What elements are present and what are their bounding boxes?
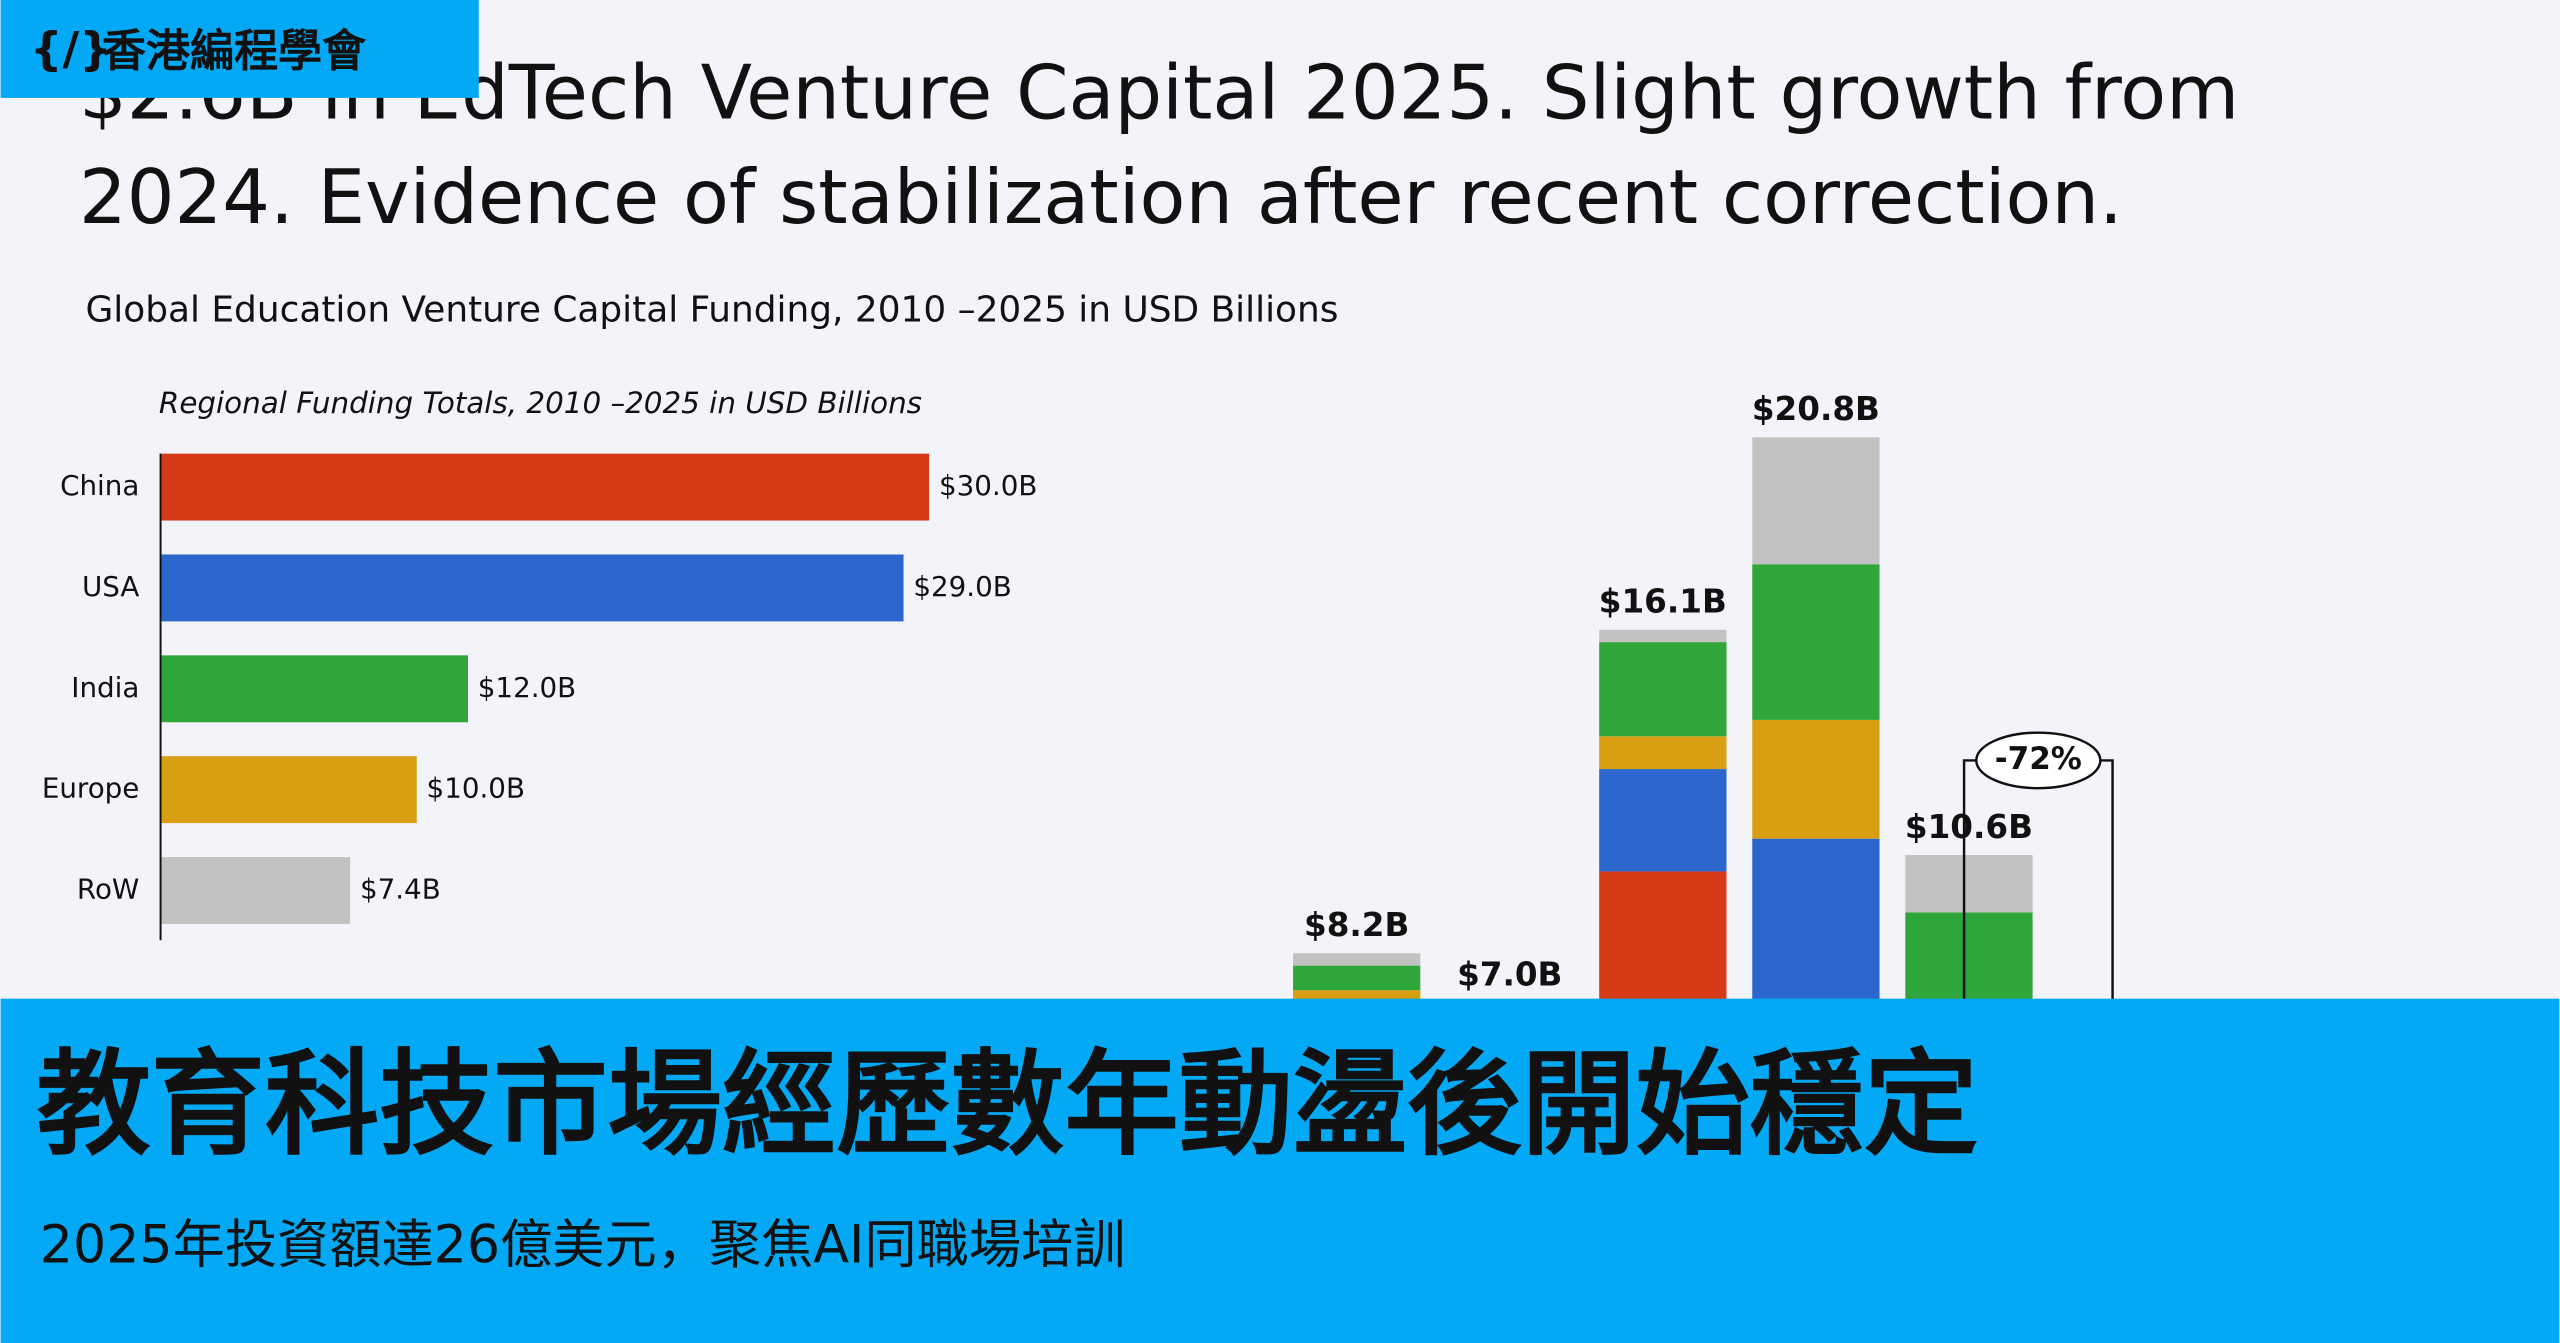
total-label: $7.0B <box>1457 955 1562 993</box>
value-label: $29.0B <box>913 570 1011 603</box>
bar-segment <box>1599 642 1727 737</box>
annotation: -72% <box>1995 741 2082 777</box>
bar-segment <box>1599 769 1727 872</box>
bar <box>160 857 351 924</box>
y-tick-label: China <box>60 469 139 502</box>
total-label: $20.8B <box>1752 390 1880 428</box>
bar-segment <box>1752 719 1880 839</box>
y-tick-label: India <box>71 671 139 704</box>
banner <box>0 998 2560 1343</box>
subtitle: Global Education Venture Capital Funding… <box>85 290 1338 331</box>
value-label: $12.0B <box>478 671 576 704</box>
logo-box <box>0 0 479 98</box>
bar-segment <box>1293 953 1421 966</box>
bar-segment <box>1293 965 1421 991</box>
bar <box>160 756 417 824</box>
bar-segment <box>1905 912 2033 1015</box>
y-tick-label: Europe <box>42 772 140 805</box>
bar-segment <box>1599 736 1727 770</box>
banner-title: 教育科技市場經歷數年動盪後開始穩定 <box>37 1038 1979 1171</box>
value-label: $10.0B <box>427 772 525 805</box>
bar <box>160 554 904 622</box>
banner-subtitle: 2025年投資額達26億美元，聚焦AI同職場培訓 <box>40 1215 1126 1275</box>
bar-segment <box>1752 564 1880 720</box>
total-label: $16.1B <box>1599 583 1727 621</box>
bar <box>160 453 930 521</box>
bar-segment <box>1599 629 1727 643</box>
value-label: $7.4B <box>360 872 441 905</box>
total-label: $8.2B <box>1304 906 1409 944</box>
y-tick-label: USA <box>82 570 139 603</box>
bar <box>160 655 468 723</box>
headline: 2024. Evidence of stabilization after re… <box>79 153 2123 241</box>
y-tick-label: RoW <box>77 872 139 905</box>
logo-text: 香港編程學會 <box>102 26 367 77</box>
total-label: $10.6B <box>1905 808 2033 846</box>
bar-segment <box>1752 437 1880 565</box>
logo-icon: {/} <box>30 23 112 76</box>
value-label: $30.0B <box>939 469 1037 502</box>
chart-title: Regional Funding Totals, 2010 –2025 in U… <box>159 386 922 420</box>
bar-segment <box>1905 855 2033 913</box>
annotation-bubble <box>1975 731 2102 790</box>
